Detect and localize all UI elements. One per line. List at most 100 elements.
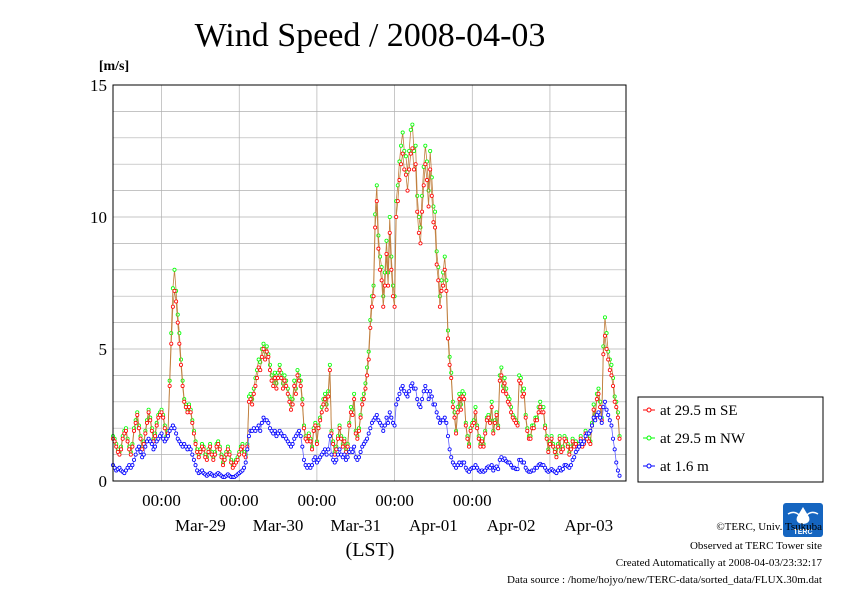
data-point: [455, 410, 460, 415]
data-point: [397, 391, 402, 396]
data-point: [389, 267, 394, 272]
data-point: [400, 130, 405, 135]
logo-text: TERC: [793, 529, 812, 536]
data-point: [468, 428, 473, 433]
data-point: [457, 391, 462, 396]
data-point: [123, 428, 128, 433]
data-point: [290, 402, 295, 407]
data-point: [426, 397, 431, 402]
data-point: [224, 452, 229, 457]
data-point: [212, 452, 217, 457]
data-point: [602, 333, 607, 338]
plot-area: [113, 85, 626, 481]
data-point: [522, 460, 527, 465]
data-point: [445, 434, 450, 439]
data-point: [174, 431, 179, 436]
data-point: [615, 415, 620, 420]
data-point: [547, 442, 552, 447]
data-point: [507, 402, 512, 407]
data-point: [395, 397, 400, 402]
data-point: [588, 428, 593, 433]
data-point: [211, 457, 216, 462]
x-time-tick-label: 00:00: [453, 491, 492, 510]
data-point: [424, 178, 429, 183]
data-point: [170, 304, 175, 309]
data-point: [282, 373, 287, 378]
data-point: [598, 405, 603, 410]
data-point: [133, 420, 138, 425]
data-point: [350, 449, 355, 454]
data-point: [356, 428, 361, 433]
data-point: [280, 386, 285, 391]
x-date-label: Apr-01: [409, 516, 458, 535]
copyright-text: ©TERC, Univ. Tsukuba: [716, 521, 822, 533]
data-point: [601, 352, 606, 357]
legend-swatch-marker: [646, 463, 652, 469]
data-point: [305, 439, 310, 444]
data-point: [188, 410, 193, 415]
data-point: [374, 412, 379, 417]
x-axis-label: (LST): [346, 539, 395, 561]
data-point: [606, 412, 611, 417]
data-point: [462, 397, 467, 402]
data-point: [399, 162, 404, 167]
terc-logo-icon: TERC: [783, 503, 823, 537]
data-point: [604, 346, 609, 351]
data-point: [310, 447, 315, 452]
data-point: [381, 304, 386, 309]
legend-label: at 29.5 m NW: [660, 431, 746, 447]
data-point: [240, 444, 245, 449]
data-point: [444, 420, 449, 425]
data-point: [327, 368, 332, 373]
data-point: [177, 341, 182, 346]
data-point: [287, 399, 292, 404]
data-point: [259, 420, 264, 425]
data-point: [366, 431, 371, 436]
data-point: [473, 410, 478, 415]
data-point: [326, 447, 331, 452]
data-point: [483, 431, 488, 436]
data-point: [428, 389, 433, 394]
data-point: [119, 447, 124, 452]
data-point: [290, 442, 295, 447]
data-point: [334, 457, 339, 462]
data-point: [515, 467, 520, 472]
data-point: [554, 455, 559, 460]
data-point: [614, 460, 619, 465]
data-point: [429, 394, 434, 399]
data-point: [138, 449, 143, 454]
data-point: [381, 428, 386, 433]
data-point: [289, 407, 294, 412]
data-point: [564, 439, 569, 444]
data-point: [324, 452, 329, 457]
data-point: [581, 439, 586, 444]
data-point: [161, 415, 166, 420]
data-point: [361, 397, 366, 402]
data-point: [449, 376, 454, 381]
data-point: [274, 386, 279, 391]
data-point: [172, 267, 177, 272]
data-point: [489, 399, 494, 404]
data-point: [369, 304, 374, 309]
data-point: [565, 444, 570, 449]
data-point: [551, 444, 556, 449]
data-point: [428, 148, 433, 153]
data-point: [415, 209, 420, 214]
data-point: [444, 288, 449, 293]
data-point: [321, 402, 326, 407]
y-tick-label: 15: [90, 76, 107, 95]
data-point: [146, 410, 151, 415]
x-date-label: Mar-31: [330, 516, 381, 535]
data-point: [185, 410, 190, 415]
data-point: [486, 415, 491, 420]
data-point: [261, 346, 266, 351]
data-point: [465, 436, 470, 441]
data-point: [217, 447, 222, 452]
data-point: [358, 449, 363, 454]
data-point: [476, 436, 481, 441]
data-point: [384, 251, 389, 256]
data-point: [538, 399, 543, 404]
data-point: [368, 325, 373, 330]
data-point: [402, 167, 407, 172]
data-point: [387, 410, 392, 415]
